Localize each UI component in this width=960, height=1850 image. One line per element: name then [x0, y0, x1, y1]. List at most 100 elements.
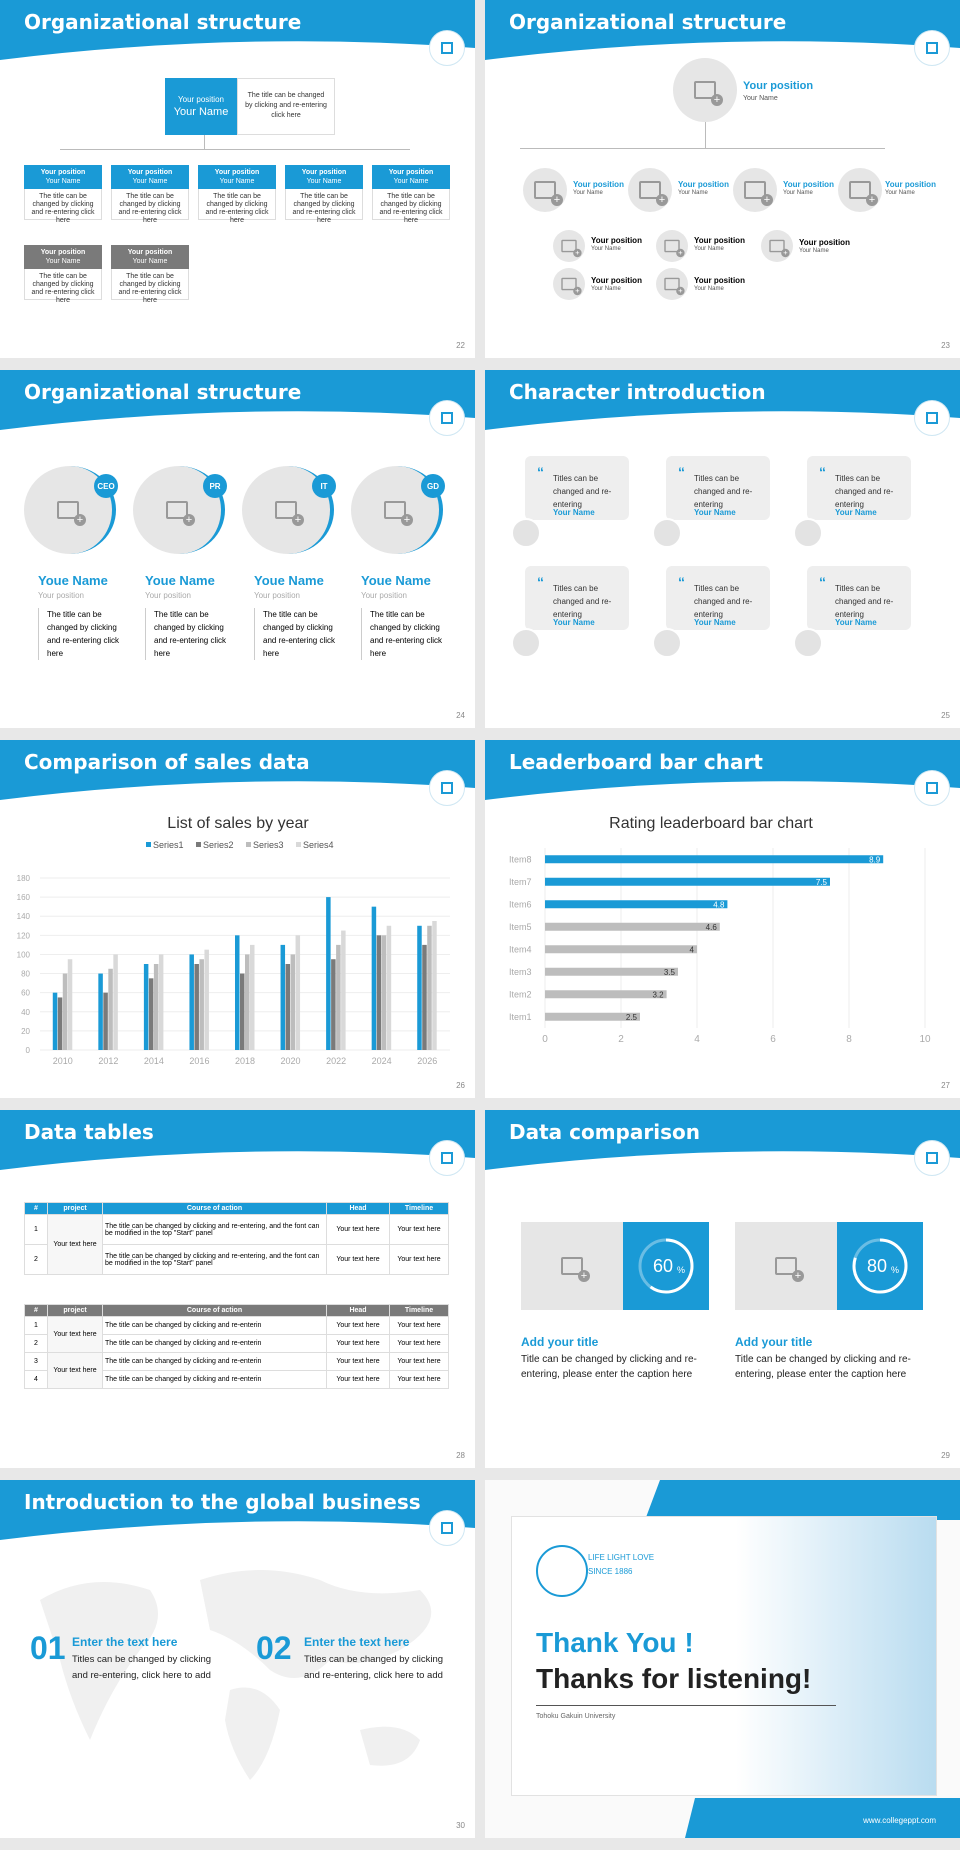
- image-icon: [744, 181, 773, 206]
- slide-23[interactable]: Organizational structure Your position Y…: [485, 0, 960, 358]
- x-tick-label: 2014: [144, 1056, 164, 1066]
- avatar-placeholder[interactable]: [673, 58, 737, 122]
- website-link[interactable]: www.collegeppt.com: [863, 1816, 936, 1825]
- avatar-placeholder[interactable]: [761, 230, 793, 262]
- item-heading: Enter the text here: [72, 1635, 178, 1649]
- quote-open-icon: “: [819, 464, 826, 480]
- image-icon: [694, 81, 723, 106]
- org-top-box[interactable]: Your position Your Name: [165, 78, 237, 135]
- quote-card[interactable]: “ Titles can be changed and re-entering …: [525, 456, 629, 520]
- quote-name: Your Name: [553, 508, 595, 517]
- quote-card[interactable]: “ Titles can be changed and re-entering …: [666, 566, 770, 630]
- quote-card[interactable]: “ Titles can be changed and re-entering …: [807, 566, 911, 630]
- avatar-placeholder[interactable]: [733, 168, 777, 212]
- table-header: Course of action: [102, 1202, 327, 1215]
- building-photo: [736, 1517, 936, 1795]
- box-desc: The title can be changed by clicking and…: [285, 189, 363, 224]
- avatar: [511, 628, 541, 658]
- table-cell: Your text here: [326, 1244, 390, 1275]
- image-placeholder[interactable]: [735, 1222, 837, 1310]
- percent-unit: %: [891, 1265, 899, 1275]
- slide-31[interactable]: LIFE LIGHT LOVE SINCE 1886 Thank You ! T…: [485, 1480, 960, 1838]
- item-number: 02: [256, 1630, 292, 1666]
- org-box[interactable]: Your position Your Name The title can be …: [198, 165, 276, 224]
- table-cell: 2: [24, 1334, 48, 1353]
- page-number: 29: [941, 1451, 950, 1460]
- org-box[interactable]: Your position Your Name The title can be …: [285, 165, 363, 224]
- avatar-placeholder[interactable]: [838, 168, 882, 212]
- name-label: Your Name: [743, 95, 778, 102]
- org-box[interactable]: Your position Your Name The title can be …: [111, 245, 189, 304]
- legend-label: Series1: [153, 840, 184, 850]
- slide-28[interactable]: Data tables # project Course of action H…: [0, 1110, 475, 1468]
- slide-24[interactable]: Organizational structure CEO Youe Name Y…: [0, 370, 475, 728]
- slide-header: Data tables: [0, 1110, 475, 1170]
- university-logo: [914, 30, 950, 66]
- quote-card[interactable]: “ Titles can be changed and re-entering …: [807, 456, 911, 520]
- table-cell: Your text here: [326, 1352, 390, 1371]
- item-desc: Titles can be changed by clicking and re…: [72, 1654, 212, 1681]
- bar: [199, 959, 204, 1050]
- percent-value: 60: [653, 1256, 673, 1276]
- avatar-placeholder[interactable]: [656, 268, 688, 300]
- quote-card[interactable]: “ Titles can be changed and re-entering …: [525, 566, 629, 630]
- image-placeholder[interactable]: [521, 1222, 623, 1310]
- person-desc: The title can be changed by clicking and…: [361, 608, 450, 660]
- percent-ring-arc: [852, 1238, 908, 1294]
- box-desc: The title can be changed by clicking and…: [111, 269, 189, 304]
- image-icon: [561, 1257, 590, 1282]
- image-icon: [639, 181, 668, 206]
- quote-card[interactable]: “ Titles can be changed and re-entering …: [666, 456, 770, 520]
- bar: [108, 968, 113, 1050]
- bar: [113, 954, 118, 1050]
- org-box[interactable]: Your position Your Name The title can be …: [372, 165, 450, 224]
- quote-open-icon: “: [678, 574, 685, 590]
- slide-25[interactable]: Character introduction “ Titles can be c…: [485, 370, 960, 728]
- person-name: Youe Name: [38, 573, 108, 588]
- bar: [336, 944, 341, 1050]
- box-name: Your Name: [132, 178, 168, 185]
- university-logo: [914, 400, 950, 436]
- y-tick-label: 0: [26, 1046, 31, 1055]
- university-logo: [429, 1510, 465, 1546]
- quote-name: Your Name: [835, 508, 877, 517]
- box-desc: The title can be changed by clicking and…: [111, 189, 189, 224]
- avatar-placeholder[interactable]: [656, 230, 688, 262]
- y-tick-label: Item3: [509, 967, 532, 977]
- table-row: 1 Your text here The title can be change…: [24, 1316, 449, 1353]
- position-label: Your position: [573, 180, 624, 189]
- slide-26[interactable]: Comparison of sales data List of sales b…: [0, 740, 475, 1098]
- slide-27[interactable]: Leaderboard bar chart Rating leaderboard…: [485, 740, 960, 1098]
- slide-title: Leaderboard bar chart: [509, 750, 763, 774]
- table-cell: The title can be changed by clicking and…: [102, 1214, 327, 1245]
- university-logo: [536, 1545, 588, 1597]
- y-tick-label: 20: [21, 1027, 30, 1036]
- org-box[interactable]: Your position Your Name The title can be …: [111, 165, 189, 224]
- legend-swatch: [296, 842, 301, 847]
- image-icon: [769, 239, 790, 258]
- table-cell: Your text here: [326, 1370, 390, 1389]
- slide-29[interactable]: Data comparison 60 % Add your title Titl…: [485, 1110, 960, 1468]
- org-box[interactable]: Your position Your Name The title can be …: [24, 245, 102, 304]
- org-top-position: Your position: [178, 95, 224, 104]
- org-box[interactable]: Your position Your Name The title can be …: [24, 165, 102, 224]
- slide-title: Data comparison: [509, 1120, 700, 1144]
- avatar-placeholder[interactable]: [628, 168, 672, 212]
- table-cell: Your text here: [389, 1370, 449, 1389]
- avatar-placeholder[interactable]: [523, 168, 567, 212]
- slide-22[interactable]: Organizational structure Your position Y…: [0, 0, 475, 358]
- name-label: Your Name: [678, 190, 708, 196]
- quote-text: Titles can be changed and re-entering: [694, 584, 753, 619]
- table-row: 3 Your text here The title can be change…: [24, 1352, 449, 1389]
- slide-30[interactable]: Introduction to the global business 01 E…: [0, 1480, 475, 1838]
- x-tick-label: 10: [919, 1034, 931, 1045]
- data-table-2: # project Course of action Head Timeline…: [24, 1304, 449, 1389]
- y-tick-label: Item4: [509, 944, 532, 954]
- avatar-placeholder[interactable]: [553, 230, 585, 262]
- person-name: Youe Name: [361, 573, 431, 588]
- chart-title: Rating leaderboard bar chart: [609, 815, 813, 832]
- avatar-placeholder[interactable]: [553, 268, 585, 300]
- box-name: Your Name: [45, 178, 81, 185]
- position-label: Your position: [694, 276, 745, 285]
- slide-title: Character introduction: [509, 380, 766, 404]
